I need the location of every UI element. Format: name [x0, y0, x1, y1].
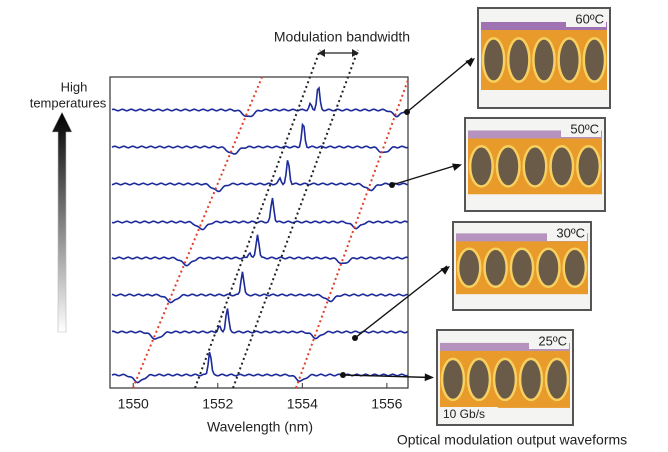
- eye-temperature: 25ºC: [538, 333, 567, 348]
- pointer-dot: [352, 335, 358, 341]
- eye-opening: [470, 146, 493, 186]
- eye-opening: [483, 38, 504, 81]
- eye-temperature: 50ºC: [570, 121, 599, 136]
- eye-opening: [494, 359, 516, 400]
- eye-opening: [546, 359, 568, 400]
- x-tick-label: 1554: [287, 396, 318, 412]
- pointer-head: [440, 266, 450, 275]
- eye-temperature: 60ºC: [575, 11, 604, 26]
- eye-diagram: 60ºC: [404, 8, 610, 115]
- x-tick-label: 1550: [118, 396, 149, 412]
- pointer-head: [425, 373, 434, 381]
- bandwidth-label: Modulation bandwidth: [274, 29, 410, 45]
- plot-frame: [110, 77, 408, 388]
- eye-opening: [564, 249, 586, 287]
- eye-opening: [458, 249, 480, 287]
- arrow-label: temperatures: [30, 95, 107, 110]
- eye-opening: [537, 249, 559, 287]
- eye-opening: [468, 359, 490, 400]
- eye-opening: [551, 146, 574, 186]
- arrow-label: High: [61, 79, 88, 94]
- eye-opening: [524, 146, 547, 186]
- eye-opening: [511, 249, 533, 287]
- eye-temperature: 30ºC: [556, 225, 585, 240]
- bandwidth-arrow: [318, 49, 359, 57]
- pointer-dot: [404, 109, 410, 115]
- x-tick-label: 1556: [371, 396, 402, 412]
- pointer-arrow: [407, 58, 472, 112]
- eye-opening: [497, 146, 520, 186]
- eye-diagram: 50ºC: [389, 118, 605, 211]
- x-tick-label: 1552: [202, 396, 233, 412]
- eye-opening: [533, 38, 554, 81]
- eye-opening: [584, 38, 605, 81]
- eye-opening: [508, 38, 529, 81]
- x-axis-label: Wavelength (nm): [207, 419, 313, 435]
- temperature-arrow: [52, 112, 72, 332]
- caption: Optical modulation output waveforms: [397, 432, 627, 448]
- pointer-dot: [340, 372, 346, 378]
- eye-opening: [442, 359, 464, 400]
- bit-rate: 10 Gb/s: [443, 407, 485, 421]
- pointer-dot: [389, 182, 395, 188]
- eye-opening: [520, 359, 542, 400]
- eye-opening: [577, 146, 600, 186]
- figure: High temperatures Modulation bandwidth W…: [0, 0, 668, 452]
- eye-opening: [559, 38, 580, 81]
- pointer-head: [452, 163, 462, 170]
- eye-opening: [485, 249, 507, 287]
